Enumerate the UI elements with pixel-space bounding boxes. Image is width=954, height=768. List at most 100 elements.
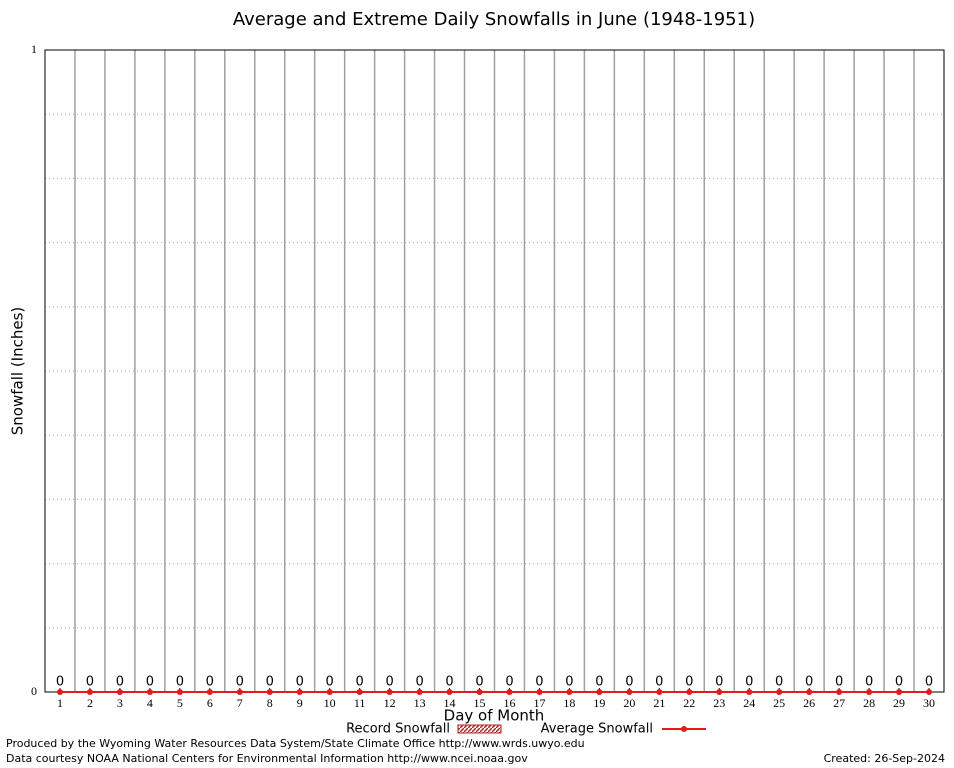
data-label: 0 bbox=[805, 675, 813, 690]
x-tick-label: 18 bbox=[563, 696, 575, 710]
data-label: 0 bbox=[236, 675, 244, 690]
x-tick-label: 10 bbox=[324, 696, 336, 710]
footer-text: Created: 26-Sep-2024 bbox=[824, 752, 945, 765]
x-tick-label: 8 bbox=[267, 696, 273, 710]
point bbox=[296, 689, 303, 695]
data-label: 0 bbox=[86, 675, 94, 690]
data-label: 0 bbox=[146, 675, 154, 690]
point bbox=[86, 689, 93, 695]
x-tick-label: 27 bbox=[833, 696, 845, 710]
data-label: 0 bbox=[116, 675, 124, 690]
x-tick-label: 22 bbox=[683, 696, 695, 710]
point bbox=[626, 689, 633, 695]
data-label: 0 bbox=[625, 675, 633, 690]
point bbox=[446, 689, 453, 695]
point bbox=[866, 689, 873, 695]
data-label: 0 bbox=[745, 675, 753, 690]
data-label: 0 bbox=[895, 675, 903, 690]
x-tick-label: 30 bbox=[923, 696, 935, 710]
point bbox=[146, 689, 153, 695]
legend-label: Record Snowfall bbox=[346, 722, 450, 737]
data-label: 0 bbox=[475, 675, 483, 690]
point bbox=[596, 689, 603, 695]
x-tick-label: 15 bbox=[474, 696, 486, 710]
point bbox=[386, 689, 393, 695]
point bbox=[506, 689, 513, 695]
point bbox=[806, 689, 813, 695]
point bbox=[356, 689, 363, 695]
x-tick-label: 28 bbox=[863, 696, 875, 710]
data-label: 0 bbox=[176, 675, 184, 690]
point bbox=[326, 689, 333, 695]
data-label: 0 bbox=[356, 675, 364, 690]
data-label: 0 bbox=[505, 675, 513, 690]
point bbox=[116, 689, 123, 695]
footer-text: Produced by the Wyoming Water Resources … bbox=[6, 737, 585, 750]
x-tick-label: 6 bbox=[207, 696, 213, 710]
point bbox=[206, 689, 213, 695]
x-tick-label: 29 bbox=[893, 696, 905, 710]
point bbox=[476, 689, 483, 695]
y-axis-title: Snowfall (Inches) bbox=[9, 307, 27, 435]
x-tick-label: 25 bbox=[773, 696, 785, 710]
data-label: 0 bbox=[865, 675, 873, 690]
x-tick-label: 2 bbox=[87, 696, 93, 710]
legend-swatch bbox=[681, 726, 687, 732]
point bbox=[56, 689, 63, 695]
point bbox=[176, 689, 183, 695]
x-tick-label: 5 bbox=[177, 696, 183, 710]
x-tick-label: 21 bbox=[653, 696, 665, 710]
x-tick-label: 9 bbox=[297, 696, 303, 710]
x-tick-label: 4 bbox=[147, 696, 153, 710]
data-label: 0 bbox=[565, 675, 573, 690]
x-axis-title: Day of Month bbox=[444, 707, 545, 725]
x-tick-label: 12 bbox=[384, 696, 396, 710]
legend-label: Average Snowfall bbox=[541, 722, 653, 737]
y-tick-label: 0 bbox=[31, 684, 37, 698]
x-tick-label: 7 bbox=[237, 696, 243, 710]
point bbox=[896, 689, 903, 695]
data-label: 0 bbox=[206, 675, 214, 690]
point bbox=[266, 689, 273, 695]
x-tick-label: 23 bbox=[713, 696, 725, 710]
data-label: 0 bbox=[415, 675, 423, 690]
point bbox=[416, 689, 423, 695]
data-label: 0 bbox=[685, 675, 693, 690]
legend-swatch bbox=[457, 724, 502, 734]
x-tick-label: 19 bbox=[593, 696, 605, 710]
x-tick-label: 13 bbox=[414, 696, 426, 710]
x-tick-label: 17 bbox=[533, 696, 545, 710]
data-label: 0 bbox=[595, 675, 603, 690]
data-label: 0 bbox=[925, 675, 933, 690]
x-tick-label: 3 bbox=[117, 696, 123, 710]
x-tick-label: 16 bbox=[503, 696, 515, 710]
data-label: 0 bbox=[326, 675, 334, 690]
data-label: 0 bbox=[835, 675, 843, 690]
point bbox=[656, 689, 663, 695]
data-label: 0 bbox=[56, 675, 64, 690]
point bbox=[686, 689, 693, 695]
point bbox=[746, 689, 753, 695]
footer-text: Data courtesy NOAA National Centers for … bbox=[6, 752, 528, 765]
point bbox=[836, 689, 843, 695]
data-label: 0 bbox=[266, 675, 274, 690]
y-tick-label: 1 bbox=[31, 42, 37, 56]
x-tick-label: 20 bbox=[623, 696, 635, 710]
point bbox=[566, 689, 573, 695]
point bbox=[926, 689, 933, 695]
point bbox=[716, 689, 723, 695]
data-label: 0 bbox=[775, 675, 783, 690]
x-tick-label: 24 bbox=[743, 696, 755, 710]
chart-title: Average and Extreme Daily Snowfalls in J… bbox=[233, 9, 755, 30]
x-tick-label: 11 bbox=[354, 696, 366, 710]
data-label: 0 bbox=[715, 675, 723, 690]
x-tick-label: 1 bbox=[57, 696, 63, 710]
data-label: 0 bbox=[445, 675, 453, 690]
data-label: 0 bbox=[535, 675, 543, 690]
x-tick-label: 26 bbox=[803, 696, 815, 710]
data-label: 0 bbox=[385, 675, 393, 690]
data-label: 0 bbox=[655, 675, 663, 690]
point bbox=[536, 689, 543, 695]
point bbox=[236, 689, 243, 695]
